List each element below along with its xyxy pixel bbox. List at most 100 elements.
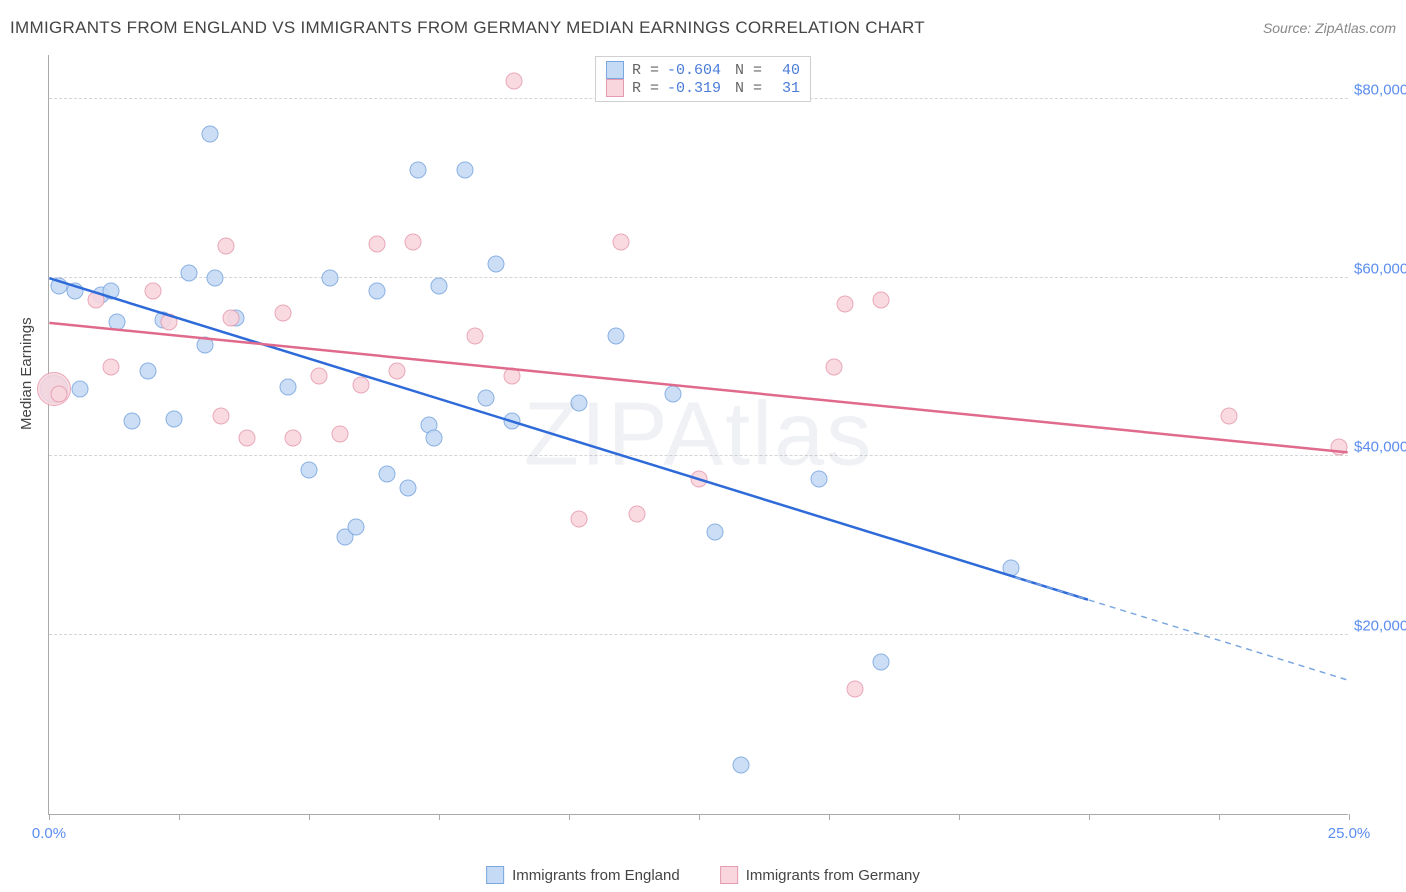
- legend-swatch: [606, 79, 624, 97]
- scatter-point: [457, 162, 474, 179]
- scatter-point: [51, 278, 68, 295]
- scatter-point: [368, 282, 385, 299]
- xtick: [959, 814, 960, 820]
- scatter-point: [665, 385, 682, 402]
- scatter-point: [275, 305, 292, 322]
- scatter-point: [379, 466, 396, 483]
- scatter-point: [103, 358, 120, 375]
- xtick: [1219, 814, 1220, 820]
- scatter-point: [165, 410, 182, 427]
- scatter-point: [217, 238, 234, 255]
- scatter-point: [488, 256, 505, 273]
- ytick-label: $60,000: [1354, 260, 1406, 277]
- scatter-point: [836, 296, 853, 313]
- legend-stats-row: R = -0.604 N = 40: [606, 61, 800, 79]
- legend-series: Immigrants from England Immigrants from G…: [486, 866, 920, 884]
- scatter-point: [139, 363, 156, 380]
- xtick: [309, 814, 310, 820]
- scatter-point: [301, 461, 318, 478]
- gridline: [49, 634, 1348, 635]
- xtick: [179, 814, 180, 820]
- scatter-point: [103, 282, 120, 299]
- r-label: R =: [632, 80, 659, 97]
- scatter-point: [207, 269, 224, 286]
- scatter-point: [431, 278, 448, 295]
- n-value: 40: [770, 62, 800, 79]
- scatter-point: [51, 385, 68, 402]
- scatter-point: [571, 394, 588, 411]
- n-label: N =: [735, 62, 762, 79]
- scatter-point: [280, 378, 297, 395]
- r-value: -0.604: [667, 62, 727, 79]
- scatter-point: [311, 367, 328, 384]
- scatter-point: [477, 390, 494, 407]
- scatter-point: [691, 470, 708, 487]
- scatter-point: [467, 327, 484, 344]
- xtick: [439, 814, 440, 820]
- scatter-point: [368, 235, 385, 252]
- n-label: N =: [735, 80, 762, 97]
- scatter-point: [1330, 439, 1347, 456]
- scatter-point: [87, 291, 104, 308]
- scatter-point: [826, 358, 843, 375]
- scatter-point: [1003, 560, 1020, 577]
- scatter-point: [399, 479, 416, 496]
- scatter-point: [108, 314, 125, 331]
- scatter-point: [613, 233, 630, 250]
- r-value: -0.319: [667, 80, 727, 97]
- gridline: [49, 455, 1348, 456]
- scatter-point: [873, 291, 890, 308]
- scatter-point: [506, 72, 523, 89]
- ytick-label: $20,000: [1354, 618, 1406, 635]
- scatter-point: [706, 524, 723, 541]
- xtick: [829, 814, 830, 820]
- scatter-point: [67, 282, 84, 299]
- xtick: [49, 814, 50, 820]
- y-axis-label: Median Earnings: [18, 317, 35, 430]
- legend-series-item: Immigrants from Germany: [720, 866, 920, 884]
- scatter-point: [873, 654, 890, 671]
- legend-stats-row: R = -0.319 N = 31: [606, 79, 800, 97]
- n-value: 31: [770, 80, 800, 97]
- plot-area: ZIPAtlas $20,000$40,000$60,000$80,0000.0…: [48, 55, 1348, 815]
- xtick-label: 0.0%: [32, 825, 66, 842]
- scatter-point: [732, 756, 749, 773]
- scatter-point: [405, 233, 422, 250]
- legend-swatch: [606, 61, 624, 79]
- xtick: [699, 814, 700, 820]
- scatter-point: [847, 680, 864, 697]
- xtick-label: 25.0%: [1328, 825, 1371, 842]
- scatter-point: [1221, 408, 1238, 425]
- legend-series-label: Immigrants from England: [512, 867, 680, 884]
- scatter-point: [503, 367, 520, 384]
- legend-swatch: [486, 866, 504, 884]
- scatter-point: [425, 430, 442, 447]
- r-label: R =: [632, 62, 659, 79]
- scatter-point: [145, 282, 162, 299]
- scatter-point: [332, 426, 349, 443]
- source-label: Source: ZipAtlas.com: [1263, 20, 1396, 36]
- scatter-point: [202, 126, 219, 143]
- scatter-point: [503, 412, 520, 429]
- scatter-point: [389, 363, 406, 380]
- ytick-label: $40,000: [1354, 439, 1406, 456]
- scatter-point: [72, 381, 89, 398]
- legend-stats: R = -0.604 N = 40 R = -0.319 N = 31: [595, 56, 811, 102]
- scatter-point: [285, 430, 302, 447]
- scatter-point: [223, 309, 240, 326]
- scatter-point: [607, 327, 624, 344]
- scatter-point: [347, 519, 364, 536]
- legend-swatch: [720, 866, 738, 884]
- scatter-point: [353, 376, 370, 393]
- legend-series-item: Immigrants from England: [486, 866, 680, 884]
- chart-header: IMMIGRANTS FROM ENGLAND VS IMMIGRANTS FR…: [10, 18, 1396, 38]
- xtick: [1349, 814, 1350, 820]
- scatter-point: [181, 265, 198, 282]
- scatter-point: [410, 162, 427, 179]
- scatter-point: [160, 314, 177, 331]
- scatter-point: [810, 470, 827, 487]
- scatter-point: [571, 510, 588, 527]
- gridline: [49, 277, 1348, 278]
- scatter-point: [238, 430, 255, 447]
- scatter-point: [628, 506, 645, 523]
